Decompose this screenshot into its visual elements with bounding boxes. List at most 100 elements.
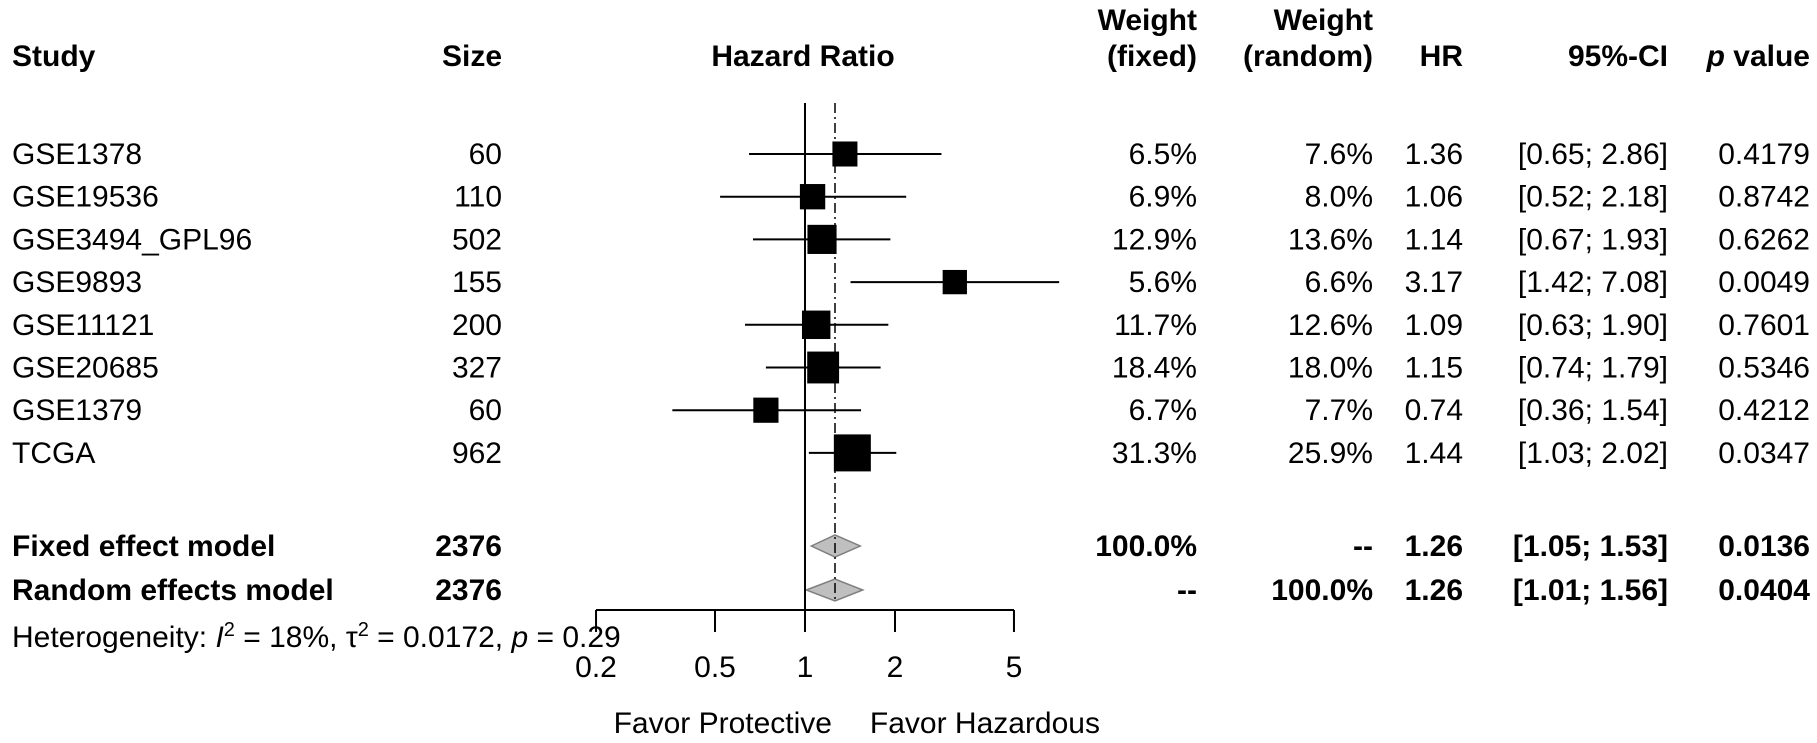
heterogeneity-tau-value: = 0.0172, xyxy=(369,621,512,654)
heterogeneity-i-value: = 18%, xyxy=(235,621,346,654)
heterogeneity-prefix: Heterogeneity: xyxy=(12,621,215,654)
study-weight-fixed: 11.7% xyxy=(1114,309,1197,342)
x-tick-label: 1 xyxy=(797,651,814,684)
header-weight-fixed-line2: (fixed) xyxy=(1107,40,1197,73)
study-ci: [0.74; 1.79] xyxy=(1518,352,1668,385)
study-weight-fixed: 6.7% xyxy=(1129,394,1197,427)
study-row: GSE9893 155 5.6% 6.6% 3.17 [1.42; 7.08] 0.0049 xyxy=(12,266,1810,299)
study-ci: [1.42; 7.08] xyxy=(1518,266,1668,299)
study-row: TCGA 962 31.3% 25.9% 1.44 [1.03; 2.02] 0.0347 xyxy=(12,437,1810,470)
plot-area xyxy=(672,103,1060,610)
study-name: GSE19536 xyxy=(12,181,159,214)
study-p-value: 0.5346 xyxy=(1718,352,1810,385)
study-weight-random: 18.0% xyxy=(1288,352,1373,385)
study-weight-fixed: 6.9% xyxy=(1129,181,1197,214)
x-tick-label: 0.2 xyxy=(575,651,617,684)
study-marker xyxy=(807,224,837,254)
study-marker xyxy=(833,434,871,472)
study-marker xyxy=(942,269,967,295)
study-weight-fixed: 18.4% xyxy=(1112,352,1197,385)
study-weight-random: 7.7% xyxy=(1305,394,1373,427)
header-study: Study xyxy=(12,40,96,73)
fixed-model-hr: 1.26 xyxy=(1405,530,1463,563)
study-hr: 1.36 xyxy=(1405,138,1463,171)
heterogeneity-p-symbol: p xyxy=(510,621,528,654)
study-marker xyxy=(799,184,826,210)
header-p-value: p value xyxy=(1706,40,1810,73)
study-size: 60 xyxy=(469,394,502,427)
fixed-model-p-value: 0.0136 xyxy=(1718,530,1810,563)
study-weight-fixed: 31.3% xyxy=(1112,437,1197,470)
x-axis: 0.2 0.5 1 2 5 xyxy=(575,609,1023,684)
table-header: Study Size Hazard Ratio Weight (fixed) W… xyxy=(12,4,1810,73)
header-weight-fixed-line1: Weight xyxy=(1098,4,1197,37)
random-model-weight-fixed: -- xyxy=(1177,574,1197,607)
fixed-model-name: Fixed effect model xyxy=(12,530,275,563)
study-size: 962 xyxy=(452,437,502,470)
x-tick-label: 5 xyxy=(1006,651,1023,684)
x-tick-label: 2 xyxy=(887,651,904,684)
study-hr: 1.14 xyxy=(1405,223,1463,256)
random-model-p-value: 0.0404 xyxy=(1718,574,1810,607)
study-ci: [1.03; 2.02] xyxy=(1518,437,1668,470)
study-ci: [0.67; 1.93] xyxy=(1518,223,1668,256)
header-hazard-ratio: Hazard Ratio xyxy=(711,40,894,73)
heterogeneity-tau-symbol: τ xyxy=(346,621,358,654)
header-size: Size xyxy=(442,40,502,73)
fixed-model-weight-fixed: 100.0% xyxy=(1095,530,1197,563)
study-size: 155 xyxy=(452,266,502,299)
favor-protective-label: Favor Protective xyxy=(614,707,832,740)
study-hr: 0.74 xyxy=(1405,394,1463,427)
study-weight-random: 7.6% xyxy=(1305,138,1373,171)
random-model-hr: 1.26 xyxy=(1405,574,1463,607)
study-name: GSE9893 xyxy=(12,266,142,299)
heterogeneity-i-exp: 2 xyxy=(224,619,235,641)
random-model-name: Random effects model xyxy=(12,574,334,607)
study-ci: [0.36; 1.54] xyxy=(1518,394,1668,427)
study-hr: 1.44 xyxy=(1405,437,1463,470)
study-name: GSE11121 xyxy=(12,309,154,342)
study-weight-fixed: 5.6% xyxy=(1129,266,1197,299)
study-hr: 1.15 xyxy=(1405,352,1463,385)
x-tick-label: 0.5 xyxy=(694,651,736,684)
study-name: GSE3494_GPL96 xyxy=(12,223,252,256)
study-weight-random: 12.6% xyxy=(1288,309,1373,342)
study-marker xyxy=(807,351,840,384)
study-hr: 1.06 xyxy=(1405,181,1463,214)
study-weight-fixed: 12.9% xyxy=(1112,223,1197,256)
study-name: TCGA xyxy=(12,437,95,470)
study-marker xyxy=(801,310,831,340)
study-weight-fixed: 6.5% xyxy=(1129,138,1197,171)
study-row: GSE1378 60 6.5% 7.6% 1.36 [0.65; 2.86] 0.4179 xyxy=(12,138,1810,171)
header-weight-random-line2: (random) xyxy=(1243,40,1373,73)
study-p-value: 0.4212 xyxy=(1718,394,1810,427)
fixed-model-size: 2376 xyxy=(435,530,502,563)
study-size: 327 xyxy=(452,352,502,385)
study-row: GSE3494_GPL96 502 12.9% 13.6% 1.14 [0.67; 1.9… xyxy=(12,223,1810,256)
fixed-model-row: Fixed effect model 2376 100.0% -- 1.26 [1.05;… xyxy=(12,530,1810,563)
study-weight-random: 25.9% xyxy=(1288,437,1373,470)
study-ci: [0.52; 2.18] xyxy=(1518,181,1668,214)
study-row: GSE11121 200 11.7% 12.6% 1.09 [0.63; 1.90] 0.7… xyxy=(12,309,1810,342)
random-model-weight-random: 100.0% xyxy=(1271,574,1373,607)
study-ci: [0.63; 1.90] xyxy=(1518,309,1668,342)
heterogeneity-text: Heterogeneity: I2 = 18%, τ2 = 0.0172, p … xyxy=(12,619,621,654)
header-p-symbol: p xyxy=(1706,40,1725,73)
study-marker xyxy=(753,397,779,423)
random-model-size: 2376 xyxy=(435,574,502,607)
study-name: GSE1378 xyxy=(12,138,142,171)
study-p-value: 0.7601 xyxy=(1718,309,1810,342)
study-row: GSE19536 110 6.9% 8.0% 1.06 [0.52; 2.18] 0.874… xyxy=(12,181,1810,214)
random-model-row: Random effects model 2376 -- 100.0% 1.26 [1.0… xyxy=(12,574,1810,607)
study-size: 200 xyxy=(452,309,502,342)
heterogeneity-p-value: = 0.29 xyxy=(528,621,621,654)
header-p-rest: value xyxy=(1725,40,1810,73)
study-weight-random: 6.6% xyxy=(1305,266,1373,299)
random-model-ci: [1.01; 1.56] xyxy=(1513,574,1668,607)
study-name: GSE20685 xyxy=(12,352,159,385)
study-marker xyxy=(832,141,858,167)
study-p-value: 0.6262 xyxy=(1718,223,1810,256)
study-weight-random: 8.0% xyxy=(1305,181,1373,214)
header-ci: 95%-CI xyxy=(1568,40,1668,73)
